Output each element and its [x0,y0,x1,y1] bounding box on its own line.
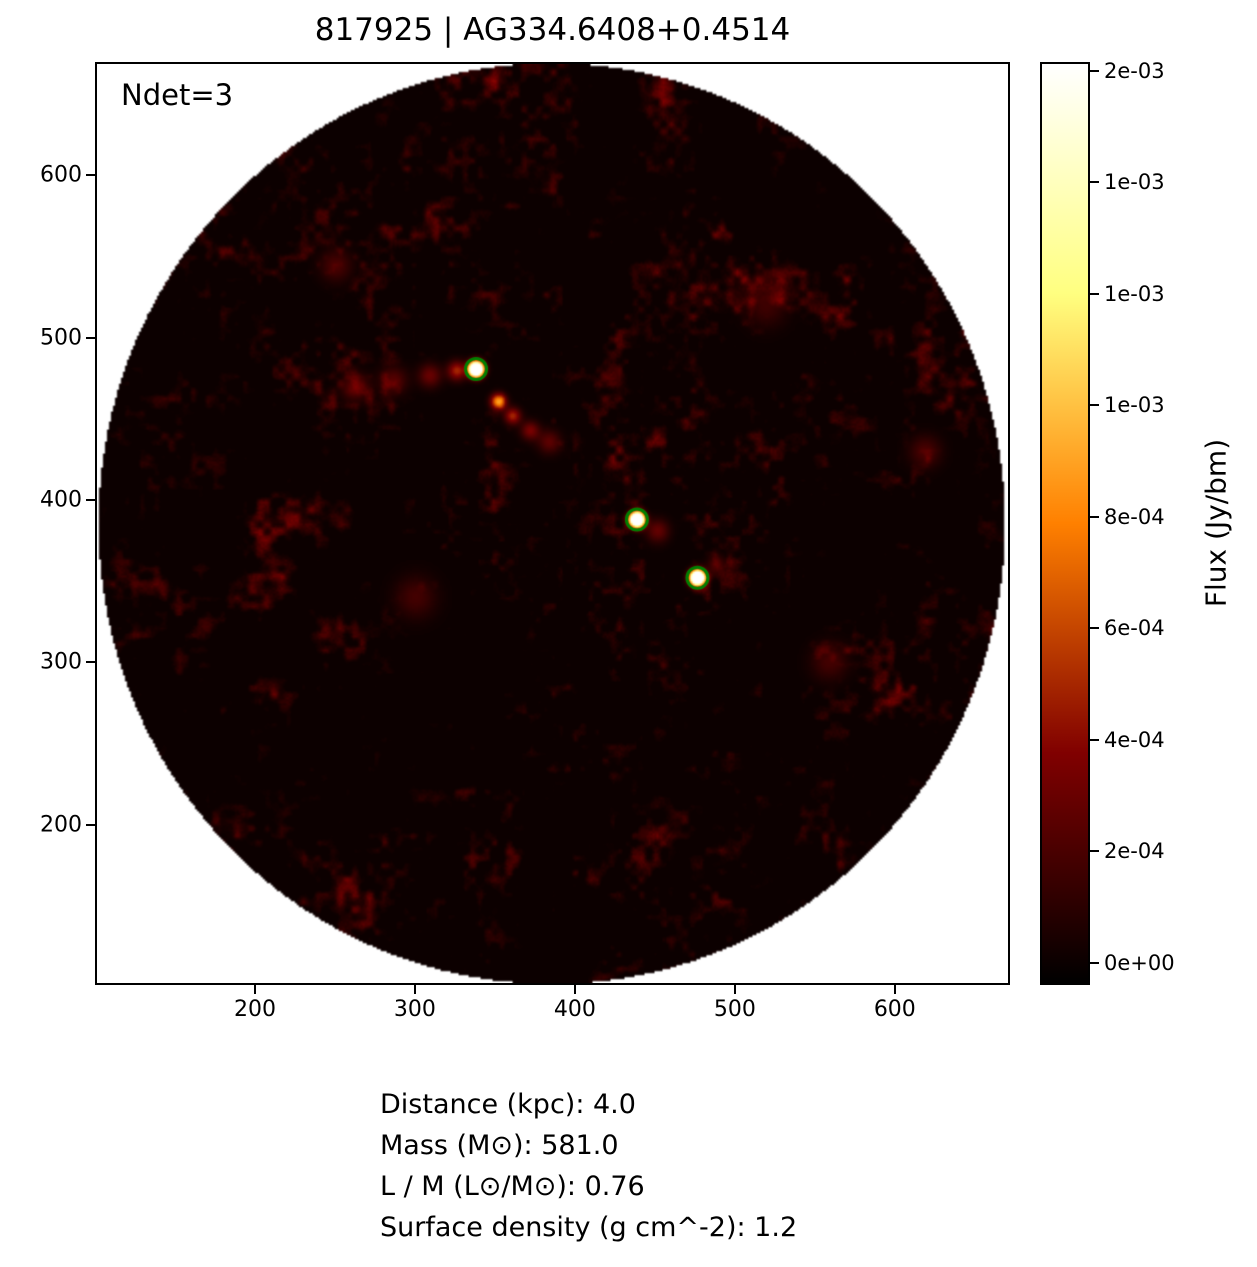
colorbar-tick-label: 8e-04 [1104,504,1165,529]
info-luminosity-mass-ratio: L / M (L⊙/M⊙): 0.76 [380,1171,645,1202]
sky-image-canvas [97,64,1008,983]
x-tick-mark [893,985,896,994]
info-distance: Distance (kpc): 4.0 [380,1089,636,1120]
x-tick-mark [733,985,736,994]
plot-title: 817925 | AG334.6408+0.4514 [314,12,791,48]
info-surface-density: Surface density (g cm^-2): 1.2 [380,1212,798,1243]
colorbar-label: Flux (Jy/bm) [1199,438,1233,608]
y-tick-mark [86,661,95,664]
x-tick-mark [413,985,416,994]
x-tick-mark [573,985,576,994]
colorbar-tick-mark [1090,515,1099,518]
plot-area: Ndet=3 [95,62,1010,985]
colorbar-tick-label: 4e-04 [1104,727,1165,752]
y-tick-label: 300 [40,649,82,675]
colorbar-tick-label: 1e-03 [1104,170,1165,195]
y-tick-label: 200 [40,812,82,838]
colorbar-tick-label: 1e-03 [1104,393,1165,418]
colorbar-tick-label: 2e-04 [1104,839,1165,864]
colorbar-tick-mark [1090,404,1099,407]
y-tick-mark [86,823,95,826]
x-tick-label: 600 [873,997,916,1022]
info-mass: Mass (M⊙): 581.0 [380,1130,619,1161]
x-tick-label: 200 [233,997,276,1022]
colorbar-tick-label: 6e-04 [1104,616,1165,641]
x-tick-label: 400 [553,997,596,1022]
colorbar-tick-mark [1090,69,1099,72]
colorbar-tick-mark [1090,850,1099,853]
y-tick-mark [86,499,95,502]
y-tick-label: 500 [40,325,82,351]
colorbar-tick-mark [1090,292,1099,295]
x-tick-label: 500 [713,997,756,1022]
y-tick-label: 600 [40,162,82,188]
colorbar-tick-mark [1090,961,1099,964]
colorbar-tick-mark [1090,627,1099,630]
colorbar-tick-label: 2e-03 [1104,58,1165,83]
y-tick-mark [86,336,95,339]
x-tick-mark [253,985,256,994]
colorbar-tick-mark [1090,181,1099,184]
colorbar-tick-label: 1e-03 [1104,281,1165,306]
colorbar-tick-label: 0e+00 [1104,950,1175,975]
footer-info: Distance (kpc): 4.0 Mass (M⊙): 581.0 L /… [380,1084,797,1248]
y-tick-mark [86,174,95,177]
y-tick-label: 400 [40,487,82,513]
x-tick-label: 300 [393,997,436,1022]
ndet-annotation: Ndet=3 [121,78,234,112]
colorbar [1040,62,1090,985]
colorbar-tick-mark [1090,738,1099,741]
